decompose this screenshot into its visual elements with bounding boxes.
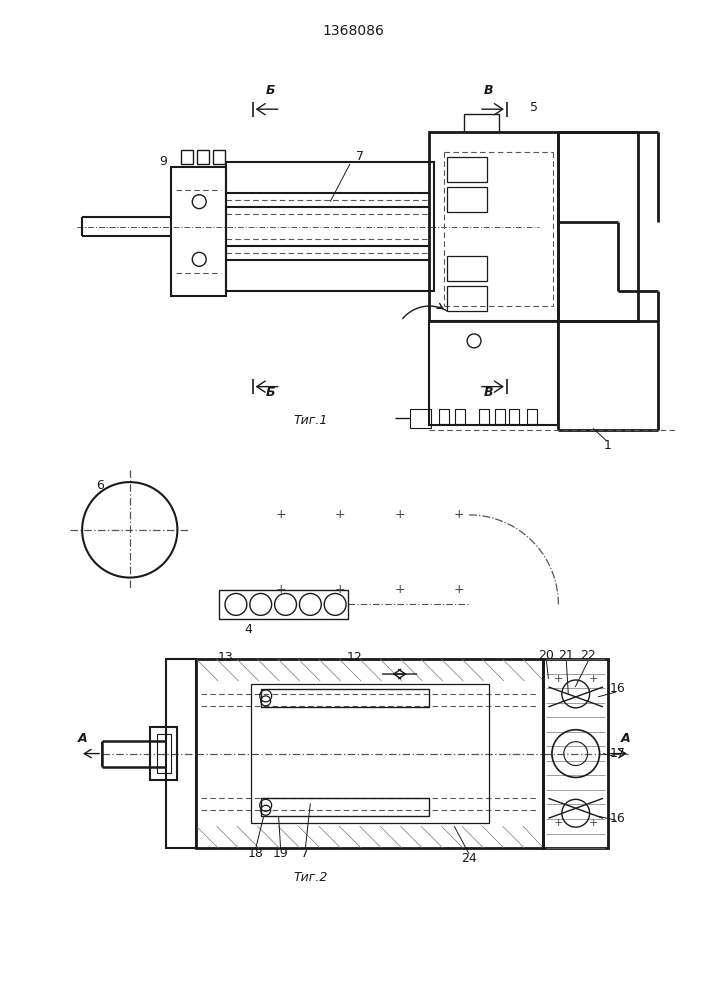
Text: +: + [335,508,346,521]
Text: А: А [77,732,87,745]
Text: +: + [395,583,405,596]
Text: 13: 13 [218,651,234,664]
Text: 7: 7 [356,150,364,163]
Text: 1368086: 1368086 [322,24,384,38]
Text: В: В [484,84,493,97]
Text: +: + [275,583,286,596]
Text: +: + [554,818,563,828]
Text: 16: 16 [610,812,626,825]
Text: 24: 24 [461,852,477,864]
Text: +: + [554,674,563,684]
Text: 21: 21 [559,649,574,662]
Text: 6: 6 [96,479,104,492]
Text: В: В [484,386,493,399]
Text: А: А [621,732,631,745]
Text: 18: 18 [248,847,264,860]
Text: 20: 20 [539,649,554,662]
Text: +: + [275,508,286,521]
Text: +: + [588,818,598,828]
Text: +: + [395,508,405,521]
Text: +: + [588,674,598,684]
Text: 4: 4 [244,623,252,636]
Text: Б: Б [266,386,276,399]
Text: +: + [335,583,346,596]
Text: 12: 12 [347,651,363,664]
Text: 1: 1 [604,439,612,452]
Text: 9: 9 [160,155,168,168]
Text: 5: 5 [530,101,537,114]
Text: 19: 19 [273,847,288,860]
Text: Τиг.2: Τиг.2 [293,871,327,884]
Text: Б: Б [266,84,276,97]
Text: +: + [454,583,464,596]
Text: 16: 16 [610,682,626,695]
Text: 17: 17 [610,747,626,760]
Text: Τиг.1: Τиг.1 [293,414,327,427]
Text: +: + [454,508,464,521]
Text: 22: 22 [580,649,596,662]
Text: 7: 7 [301,847,310,860]
